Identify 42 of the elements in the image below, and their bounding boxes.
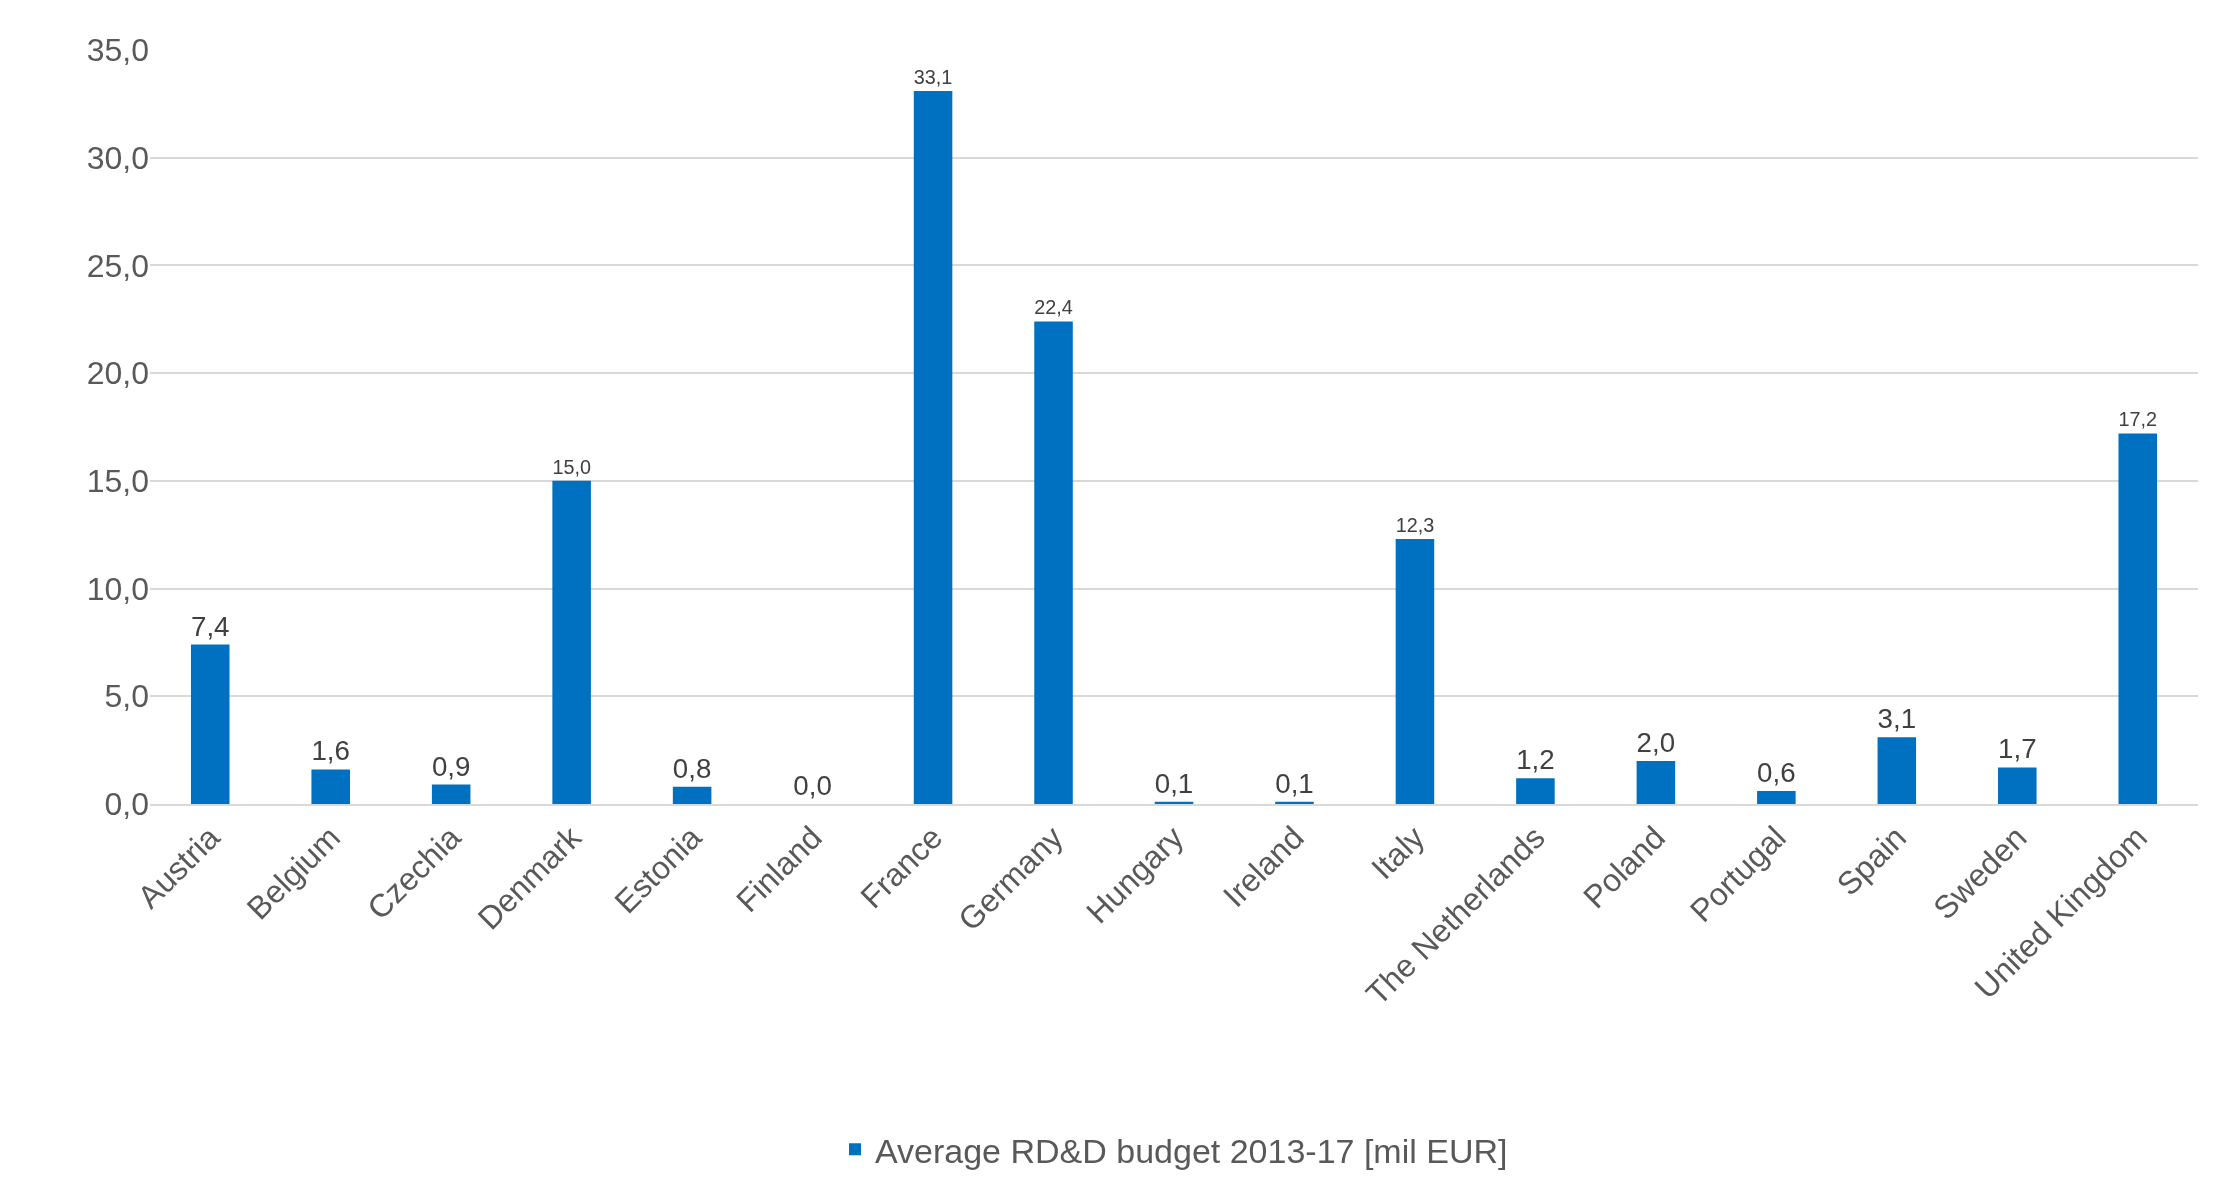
bar: [431, 784, 471, 804]
data-label: 0,6: [1757, 757, 1796, 788]
data-label: 22,4: [1034, 296, 1073, 319]
bar: [190, 644, 230, 804]
data-label: 33,1: [913, 65, 953, 88]
data-label: 0,0: [793, 769, 832, 801]
bar: [1154, 801, 1194, 804]
bar: [1636, 760, 1676, 804]
bar: [913, 90, 953, 804]
bar: [1034, 321, 1073, 804]
y-tick-label: 5,0: [104, 678, 149, 715]
data-label: 7,4: [190, 610, 230, 642]
data-label: 3,1: [1877, 703, 1917, 735]
bar: [1877, 737, 1917, 804]
data-label: 0,1: [1154, 767, 1194, 799]
bar: [1275, 801, 1314, 804]
legend-label: Average RD&D budget 2013-17 [mil EUR]: [875, 1131, 1508, 1170]
y-tick-label: 10,0: [86, 570, 149, 607]
data-label: 0,8: [672, 752, 712, 784]
y-tick-label: 15,0: [86, 463, 149, 500]
data-label: 0,1: [1275, 767, 1314, 799]
bar: [1395, 539, 1435, 804]
data-label: 12,3: [1395, 513, 1435, 536]
y-tick-label: 20,0: [86, 355, 149, 392]
bar: [311, 769, 350, 804]
data-label: 2,0: [1636, 726, 1676, 758]
data-label: 1,6: [311, 735, 350, 767]
data-label: 17,2: [2118, 408, 2158, 431]
bar: [552, 480, 591, 804]
bar: [1998, 767, 2037, 804]
y-tick-label: 0,0: [104, 786, 149, 823]
data-label: 1,2: [1516, 744, 1555, 776]
bar: [1516, 778, 1555, 804]
bar: [2118, 433, 2158, 804]
y-tick-label: 30,0: [86, 139, 149, 176]
y-tick-label: 25,0: [86, 247, 149, 284]
bar: [672, 786, 712, 804]
y-tick-label: 35,0: [86, 32, 149, 69]
bar: [1757, 791, 1796, 804]
data-label: 1,7: [1998, 733, 2037, 765]
data-label: 0,9: [431, 750, 471, 782]
data-label: 15,0: [552, 455, 591, 478]
